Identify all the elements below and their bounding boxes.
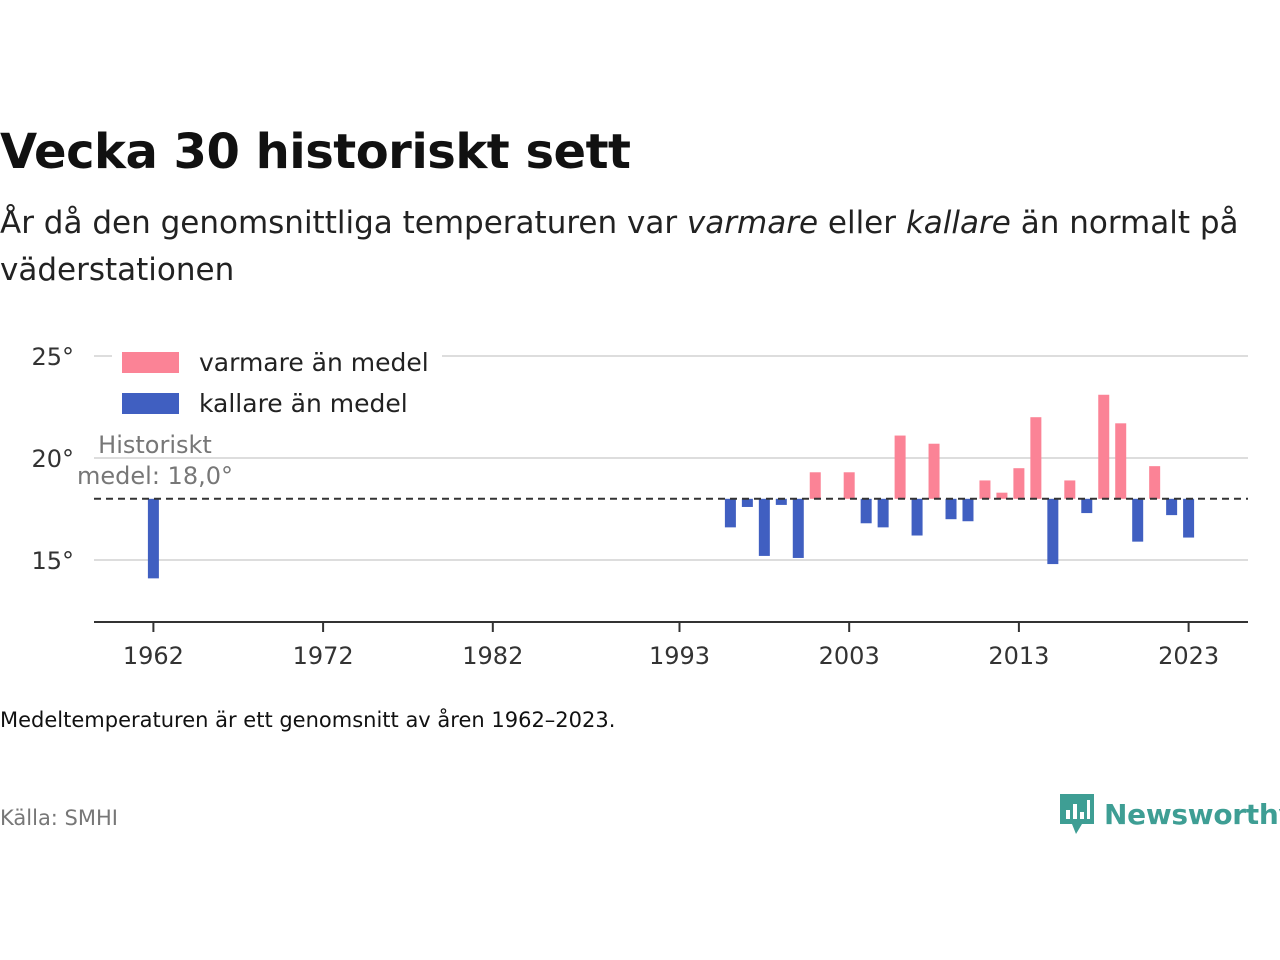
bar-colder: [792, 498, 804, 558]
bar-warmer: [1115, 423, 1127, 499]
bar-warmer: [996, 492, 1008, 499]
legend-label-colder: kallare än medel: [199, 389, 408, 418]
x-axis: 1962 1972 1982 1993 2003 2013 2023: [94, 621, 1248, 670]
bar-colder: [962, 498, 974, 522]
bar-colder: [1166, 498, 1178, 516]
x-tick-label: 1972: [293, 642, 354, 670]
bar-colder: [147, 498, 159, 579]
baseline-label: Historiskt medel: 18,0°: [77, 431, 233, 490]
bar-colder: [877, 498, 889, 528]
bar-warmer: [894, 435, 906, 499]
x-tick-label: 2013: [988, 642, 1049, 670]
baseline-label-line1: Historiskt: [98, 431, 212, 459]
subtitle-emphasis-warmer: varmare: [686, 205, 819, 241]
bar-warmer: [1030, 417, 1042, 499]
y-axis: 15° 20° 25°: [31, 343, 74, 575]
legend-label-warmer: varmare än medel: [199, 348, 429, 377]
y-tick-label: 25°: [31, 343, 74, 371]
x-tick-label: 2023: [1158, 642, 1219, 670]
chart-title: Vecka 30 historiskt sett: [0, 124, 631, 180]
bar-warmer: [979, 480, 991, 499]
bar-colder: [724, 498, 736, 528]
bar-warmer: [1149, 466, 1161, 499]
bar-colder: [758, 498, 770, 556]
bar-colder: [945, 498, 957, 520]
footnote: Medeltemperaturen är ett genomsnitt av å…: [0, 708, 616, 732]
newsworthy-logo-icon: [1060, 794, 1094, 834]
baseline-label-line2: medel: 18,0°: [77, 462, 233, 490]
bar-chart: Historiskt medel: 18,0° 15°20°25° 1962 19…: [31, 343, 1248, 670]
bar-colder: [1183, 498, 1195, 538]
brand-logo: Newsworthy: [1058, 792, 1280, 836]
legend: varmare än medel kallare än medel: [112, 346, 442, 422]
bar-colder: [1047, 498, 1059, 565]
bar-colder: [911, 498, 923, 536]
subtitle-part: År då den genomsnittliga temperaturen va…: [0, 205, 687, 241]
bar-colder: [860, 498, 872, 524]
bar-warmer: [809, 472, 821, 499]
bar-colder: [775, 498, 787, 505]
x-tick-label: 1962: [123, 642, 184, 670]
subtitle-part: eller: [818, 205, 906, 241]
bar-colder: [1081, 498, 1093, 514]
bar-warmer: [928, 443, 940, 499]
brand-name: Newsworthy: [1104, 797, 1280, 831]
x-tick-label: 2003: [819, 642, 880, 670]
subtitle-emphasis-colder: kallare: [905, 205, 1011, 241]
x-tick-label: 1982: [462, 642, 523, 670]
source-text: Källa: SMHI: [0, 806, 118, 830]
subtitle-part: än normalt på väderstationen: [0, 205, 1239, 288]
bar-warmer: [1013, 468, 1025, 499]
y-tick-label: 15°: [31, 547, 74, 575]
bar-warmer: [1064, 480, 1076, 499]
bar-colder: [741, 498, 753, 507]
legend-swatch-warmer: [122, 352, 179, 373]
bars: [147, 394, 1195, 579]
chart-subtitle: År då den genomsnittliga temperaturen va…: [0, 200, 1270, 294]
bar-warmer: [843, 472, 855, 499]
x-tick-label: 1993: [649, 642, 710, 670]
y-tick-label: 20°: [31, 445, 74, 473]
bar-warmer: [1098, 394, 1110, 499]
legend-swatch-colder: [122, 393, 179, 414]
bar-colder: [1132, 498, 1144, 542]
